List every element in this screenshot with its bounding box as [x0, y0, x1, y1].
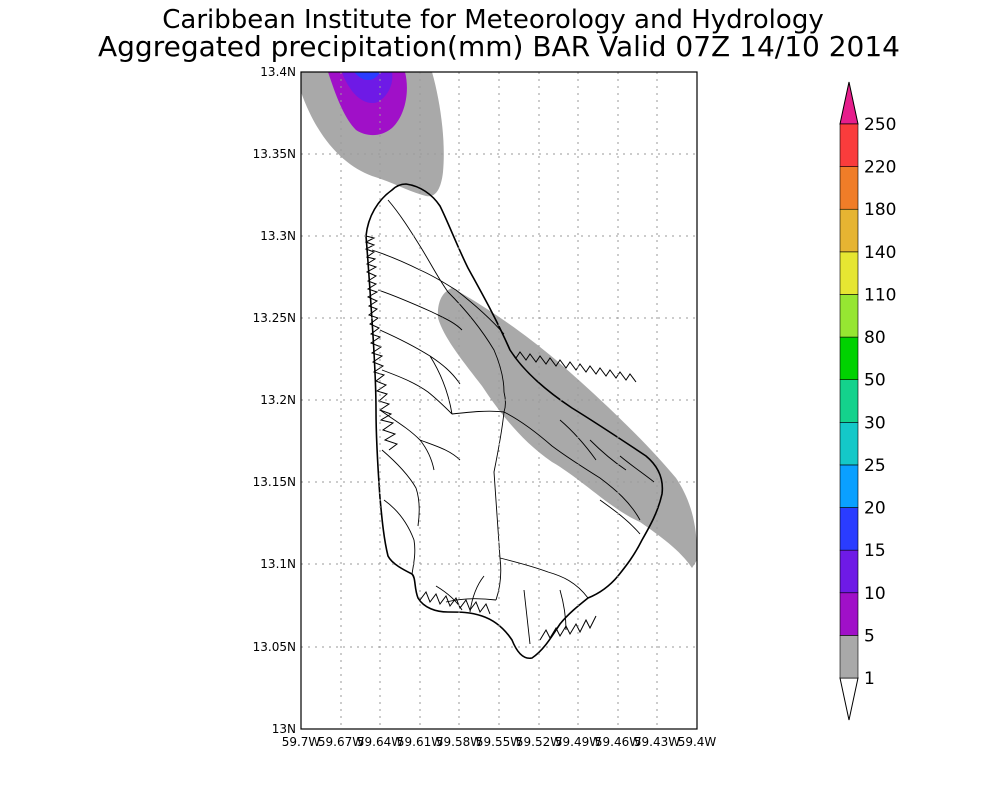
lon-tick-label: 59.4W	[678, 735, 717, 749]
colorbar-label: 5	[864, 626, 875, 646]
lon-tick-label: 59.55W	[476, 735, 522, 749]
colorbar-label: 50	[864, 371, 886, 391]
colorbar-segment	[839, 635, 859, 679]
figure-title: Caribbean Institute for Meteorology and …	[162, 5, 823, 35]
map-panel: 13N 13.05N 13.1N 13.15N 13.2N 13.25N 13.…	[253, 65, 717, 749]
colorbar-segment	[839, 592, 859, 636]
colorbar-label: 20	[864, 499, 886, 519]
lon-tick-label: 59.64W	[357, 735, 403, 749]
lat-tick-label: 13.3N	[260, 229, 296, 243]
lat-tick-label: 13.15N	[253, 475, 296, 489]
colorbar-label: 220	[864, 158, 896, 178]
lat-tick-label: 13.4N	[260, 65, 296, 79]
colorbar-segment	[839, 549, 859, 594]
colorbar-label: 10	[864, 584, 886, 604]
colorbar-label: 250	[864, 115, 896, 135]
colorbar-segment	[839, 166, 859, 210]
lat-tick-label: 13.1N	[260, 557, 296, 571]
precip-region-1-5mm-east	[437, 288, 697, 568]
lon-tick-label: 59.61W	[397, 735, 443, 749]
lat-tick-label: 13.05N	[253, 640, 296, 654]
colorbar-over-triangle	[839, 81, 859, 125]
lon-tick-label: 59.43W	[634, 735, 680, 749]
latitude-axis: 13N 13.05N 13.1N 13.15N 13.2N 13.25N 13.…	[253, 65, 296, 736]
colorbar-segment	[839, 251, 859, 295]
colorbar-label: 80	[864, 328, 886, 348]
island-coastline-detail	[364, 235, 637, 641]
lon-tick-label: 59.49W	[555, 735, 601, 749]
longitude-axis: 59.7W 59.67W 59.64W 59.61W 59.58W 59.55W…	[282, 735, 717, 749]
colorbar-label: 1	[864, 669, 875, 689]
island-coastline	[365, 183, 664, 660]
figure-subtitle: Aggregated precipitation(mm) BAR Valid 0…	[98, 30, 900, 63]
colorbar-label: 25	[864, 456, 886, 476]
colorbar-label: 30	[864, 413, 886, 433]
lon-tick-label: 59.67W	[318, 735, 364, 749]
colorbar-label: 140	[864, 243, 896, 263]
watershed-boundaries	[371, 199, 655, 645]
colorbar-segment	[839, 123, 859, 167]
colorbar-label: 15	[864, 541, 886, 561]
lat-tick-label: 13.2N	[260, 393, 296, 407]
lat-tick-label: 13.35N	[253, 147, 296, 161]
colorbar-label: 110	[864, 285, 896, 305]
colorbar-segment	[839, 294, 859, 338]
precip-region-15-20mm	[354, 72, 380, 80]
colorbar-under-triangle	[839, 677, 859, 721]
map-gridlines	[301, 72, 697, 729]
colorbar-segment	[839, 336, 859, 380]
colorbar-segment	[839, 422, 859, 466]
map-frame	[300, 71, 698, 730]
colorbar-segment	[839, 464, 859, 508]
colorbar-segment	[839, 379, 859, 423]
lon-tick-label: 59.7W	[282, 735, 321, 749]
lat-tick-label: 13N	[272, 722, 296, 736]
lon-tick-label: 59.58W	[436, 735, 482, 749]
lon-tick-label: 59.52W	[516, 735, 562, 749]
lon-tick-label: 59.46W	[595, 735, 641, 749]
colorbar-label: 180	[864, 200, 896, 220]
colorbar-segment	[839, 208, 859, 253]
lat-tick-label: 13.25N	[253, 311, 296, 325]
colorbar-segment	[839, 507, 859, 551]
